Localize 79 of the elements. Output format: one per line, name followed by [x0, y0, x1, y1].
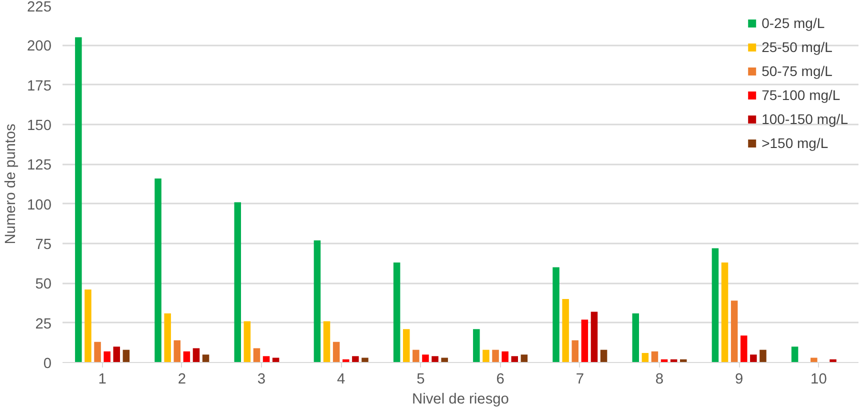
x-tick-label: 2 [178, 372, 186, 388]
bar [154, 178, 162, 362]
bar [422, 354, 429, 362]
bar [482, 350, 490, 362]
y-tick-label: 100 [27, 197, 52, 214]
bar [502, 351, 508, 362]
legend-label: 0-25 mg/L [762, 15, 825, 31]
bar [174, 340, 181, 362]
bar [412, 350, 420, 362]
bar [94, 342, 101, 362]
bar [202, 354, 210, 362]
bar [632, 313, 640, 362]
bar [572, 340, 579, 362]
bar [791, 346, 798, 362]
bar [600, 350, 608, 362]
bar [473, 329, 480, 362]
bar [590, 312, 598, 362]
bar [192, 348, 200, 362]
x-tick-label: 7 [576, 372, 584, 388]
y-tick-label: 25 [35, 316, 52, 332]
y-tick-label: 75 [35, 237, 52, 253]
bar [402, 329, 410, 362]
legend-label: 75-100 mg/L [762, 87, 840, 103]
bar [511, 356, 518, 362]
y-tick-label: 225 [27, 0, 52, 16]
bar [760, 350, 766, 362]
bar [651, 351, 658, 362]
x-tick-label: 6 [496, 372, 504, 388]
x-tick-label: 5 [416, 372, 425, 388]
bar [712, 248, 719, 362]
bar [721, 262, 728, 362]
bar [323, 321, 330, 362]
bar [183, 351, 190, 362]
legend-label: 50-75 mg/L [762, 63, 832, 79]
bar [581, 320, 588, 362]
bar [492, 350, 499, 362]
x-axis-title: Nivel de riesgo [412, 392, 509, 408]
bar [432, 356, 438, 362]
x-tick-label: 4 [337, 372, 346, 388]
bar [552, 267, 560, 362]
bar [352, 356, 359, 362]
x-tick-label: 3 [257, 372, 266, 388]
bar [113, 346, 120, 362]
bar [84, 290, 92, 362]
y-tick-label: 0 [43, 356, 52, 372]
y-tick-label: 50 [35, 276, 52, 293]
bar [314, 240, 321, 362]
bar [642, 352, 649, 362]
bar [122, 350, 130, 362]
bar [441, 358, 448, 362]
bar [362, 358, 368, 362]
x-tick-label: 9 [735, 372, 744, 388]
bar [104, 351, 110, 362]
x-tick-label: 1 [98, 372, 106, 388]
legend-label: >150 mg/L [762, 135, 828, 151]
y-tick-label: 150 [27, 118, 52, 134]
legend-label: 25-50 mg/L [762, 39, 832, 55]
bar [562, 299, 569, 362]
y-tick-label: 175 [27, 78, 52, 94]
bar [332, 342, 340, 362]
bar [810, 358, 818, 362]
bar [164, 313, 171, 362]
bar [740, 336, 748, 362]
bar [253, 348, 260, 362]
y-axis-title: Numero de puntos [3, 124, 20, 244]
bar [244, 321, 251, 362]
bar [75, 37, 82, 362]
y-tick-label: 200 [27, 38, 52, 55]
bar [262, 356, 270, 362]
x-tick-label: 8 [655, 372, 664, 388]
bar [272, 358, 280, 362]
x-tick-label: 10 [810, 372, 827, 388]
bar [730, 300, 738, 362]
legend-label: 100-150 mg/L [762, 111, 848, 127]
y-tick-label: 125 [27, 158, 52, 174]
bar [393, 262, 400, 362]
bar [520, 354, 528, 362]
bar [234, 202, 242, 362]
bar [750, 354, 757, 362]
